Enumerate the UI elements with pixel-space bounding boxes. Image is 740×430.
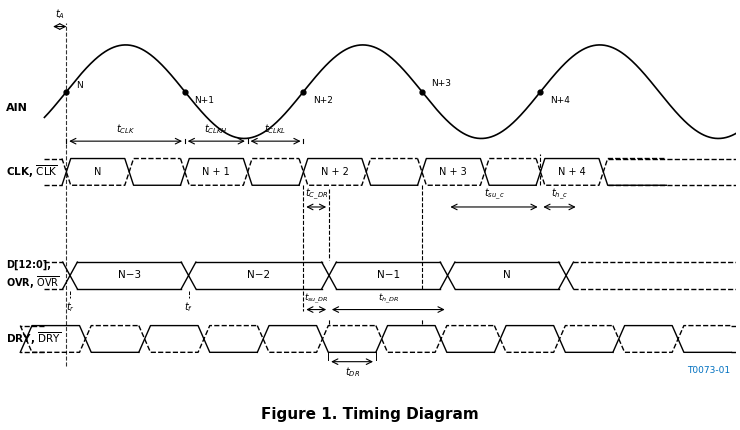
Text: N−3: N−3	[118, 270, 141, 280]
Text: N + 3: N + 3	[440, 167, 467, 177]
Text: N+4: N+4	[550, 95, 570, 104]
Text: N+3: N+3	[431, 79, 451, 88]
Text: N: N	[503, 270, 511, 280]
Text: $t_{CLKL}$: $t_{CLKL}$	[264, 123, 286, 136]
Text: N: N	[94, 167, 101, 177]
Text: N+1: N+1	[195, 95, 215, 104]
Text: $t_{h\_DR}$: $t_{h\_DR}$	[377, 291, 399, 306]
Text: DRY, $\overline{\mathrm{DRY}}$: DRY, $\overline{\mathrm{DRY}}$	[7, 331, 61, 347]
Text: N + 2: N + 2	[321, 167, 349, 177]
Text: $t_r$: $t_r$	[66, 300, 75, 313]
Text: $t_{CLKH}$: $t_{CLKH}$	[204, 123, 228, 136]
Text: $t_{h\_c}$: $t_{h\_c}$	[551, 187, 568, 202]
Text: $t_f$: $t_f$	[184, 300, 193, 313]
Text: N−1: N−1	[377, 270, 400, 280]
Text: $t_{su\_c}$: $t_{su\_c}$	[484, 187, 505, 202]
Text: $t_{C\_DR}$: $t_{C\_DR}$	[305, 187, 328, 202]
Text: $t_{DR}$: $t_{DR}$	[345, 365, 360, 379]
Text: N: N	[76, 80, 83, 89]
Text: $t_{CLK}$: $t_{CLK}$	[116, 123, 135, 136]
Text: N + 4: N + 4	[558, 167, 586, 177]
Text: CLK, $\overline{\mathrm{CLK}}$: CLK, $\overline{\mathrm{CLK}}$	[7, 163, 58, 180]
Text: N+2: N+2	[313, 95, 333, 104]
Text: $t_{su\_DR}$: $t_{su\_DR}$	[304, 291, 329, 306]
Text: T0073-01: T0073-01	[687, 366, 730, 375]
Text: N−2: N−2	[247, 270, 270, 280]
Text: $t_A$: $t_A$	[55, 7, 65, 21]
Text: AIN: AIN	[7, 103, 28, 114]
Text: Figure 1. Timing Diagram: Figure 1. Timing Diagram	[261, 407, 479, 422]
Text: N + 1: N + 1	[203, 167, 230, 177]
Text: D[12:0],
OVR, $\overline{\mathrm{OVR}}$: D[12:0], OVR, $\overline{\mathrm{OVR}}$	[7, 260, 60, 291]
